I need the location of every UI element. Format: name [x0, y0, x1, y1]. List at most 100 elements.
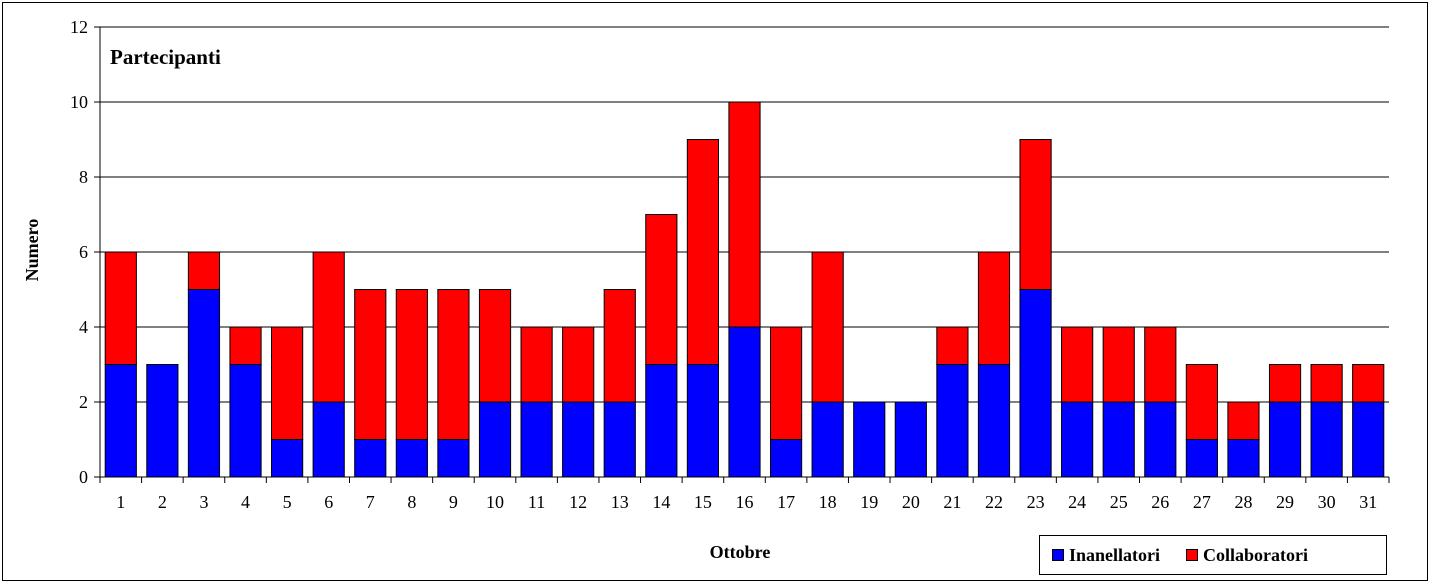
- bar-collaboratori-31: [1352, 364, 1385, 403]
- y-tick-label-10: 10: [70, 92, 88, 112]
- legend-swatch-collaboratori: [1186, 549, 1199, 561]
- bar-inanellatori-10: [478, 401, 512, 478]
- bar-inanellatori-27: [1185, 439, 1218, 478]
- bar-collaboratori-14: [645, 214, 678, 365]
- bar-inanellatori-23: [1019, 289, 1052, 478]
- x-tick-label-18: 18: [819, 492, 837, 512]
- x-tick-label-5: 5: [283, 492, 292, 512]
- bar-collaboratori-16: [728, 101, 761, 328]
- y-tick-label-6: 6: [79, 242, 88, 262]
- x-tick-label-26: 26: [1151, 492, 1169, 512]
- bar-inanellatori-4: [229, 364, 262, 478]
- x-tick-label-14: 14: [652, 492, 670, 512]
- bar-inanellatori-2: [146, 364, 179, 478]
- bar-collaboratori-21: [936, 326, 969, 365]
- y-tick-label-4: 4: [79, 317, 88, 337]
- bar-inanellatori-19: [853, 401, 886, 478]
- bar-collaboratori-25: [1102, 326, 1135, 403]
- bar-inanellatori-20: [894, 401, 927, 478]
- bar-collaboratori-9: [437, 289, 470, 440]
- bar-collaboratori-11: [520, 326, 553, 403]
- bar-inanellatori-25: [1102, 401, 1135, 478]
- y-tick-label-12: 12: [70, 17, 88, 37]
- bar-inanellatori-24: [1061, 401, 1094, 478]
- x-tick-label-9: 9: [449, 492, 458, 512]
- bar-collaboratori-18: [811, 251, 844, 403]
- y-axis-label: Numero: [22, 219, 42, 282]
- bar-inanellatori-18: [811, 401, 844, 478]
- bar-inanellatori-13: [603, 401, 636, 478]
- x-tick-label-12: 12: [569, 492, 587, 512]
- bar-collaboratori-26: [1144, 326, 1177, 403]
- x-tick-label-10: 10: [486, 492, 504, 512]
- legend-label-collaboratori: Collaboratori: [1203, 544, 1309, 565]
- bar-inanellatori-5: [271, 439, 304, 478]
- bar-inanellatori-21: [936, 364, 969, 478]
- x-tick-label-6: 6: [324, 492, 333, 512]
- bar-collaboratori-17: [769, 326, 803, 440]
- x-tick-label-27: 27: [1193, 492, 1211, 512]
- legend-swatch-inanellatori: [1052, 549, 1064, 561]
- y-tick-label-0: 0: [79, 467, 88, 487]
- x-tick-label-4: 4: [241, 492, 250, 512]
- bar-collaboratori-22: [977, 251, 1011, 365]
- x-tick-label-21: 21: [943, 492, 961, 512]
- bar-inanellatori-26: [1144, 401, 1177, 478]
- bar-inanellatori-8: [395, 439, 428, 478]
- bar-collaboratori-12: [562, 326, 595, 403]
- x-tick-label-1: 1: [116, 492, 125, 512]
- bar-inanellatori-11: [520, 401, 553, 478]
- bar-inanellatori-30: [1310, 401, 1343, 478]
- x-tick-label-11: 11: [528, 492, 545, 512]
- x-tick-label-16: 16: [736, 492, 754, 512]
- bar-inanellatori-1: [104, 364, 137, 478]
- bar-collaboratori-29: [1268, 364, 1302, 403]
- bar-inanellatori-28: [1227, 439, 1260, 478]
- bars: [104, 101, 1385, 478]
- bar-collaboratori-15: [686, 139, 720, 365]
- bar-collaboratori-30: [1310, 364, 1343, 403]
- bar-collaboratori-5: [271, 326, 304, 440]
- x-tick-label-30: 30: [1318, 492, 1336, 512]
- bar-inanellatori-29: [1268, 401, 1302, 478]
- bar-collaboratori-3: [187, 251, 221, 290]
- legend-label-inanellatori: Inanellatori: [1069, 544, 1161, 565]
- bar-inanellatori-3: [187, 289, 221, 478]
- bar-collaboratori-1: [104, 251, 137, 365]
- axes: [94, 26, 1390, 483]
- x-tick-label-8: 8: [407, 492, 416, 512]
- bar-collaboratori-27: [1185, 364, 1218, 440]
- bar-collaboratori-24: [1061, 326, 1094, 403]
- x-tick-label-22: 22: [985, 492, 1003, 512]
- bar-collaboratori-6: [312, 251, 345, 403]
- bar-collaboratori-28: [1227, 401, 1260, 440]
- x-tick-label-23: 23: [1027, 492, 1045, 512]
- bar-inanellatori-12: [562, 401, 595, 478]
- x-tick-label-29: 29: [1276, 492, 1294, 512]
- y-tick-label-2: 2: [79, 392, 88, 412]
- x-tick-label-20: 20: [902, 492, 920, 512]
- x-axis-label: Ottobre: [710, 542, 771, 562]
- chart-title: Partecipanti: [110, 45, 221, 69]
- bar-collaboratori-4: [229, 326, 262, 365]
- bar-inanellatori-14: [645, 364, 678, 478]
- x-tick-label-2: 2: [158, 492, 167, 512]
- bar-inanellatori-16: [728, 326, 761, 478]
- x-tick-label-15: 15: [694, 492, 712, 512]
- bar-collaboratori-8: [395, 289, 428, 440]
- bar-collaboratori-23: [1019, 139, 1052, 290]
- bar-inanellatori-7: [354, 439, 387, 478]
- legend: Inanellatori Collaboratori: [1039, 535, 1387, 575]
- legend-item-inanellatori: Inanellatori: [1052, 545, 1160, 566]
- x-tick-label-17: 17: [777, 492, 795, 512]
- legend-item-collaboratori: Collaboratori: [1186, 545, 1308, 566]
- bar-inanellatori-17: [769, 439, 803, 478]
- bar-collaboratori-13: [603, 289, 636, 403]
- x-tick-label-3: 3: [199, 492, 208, 512]
- x-tick-label-25: 25: [1110, 492, 1128, 512]
- x-tick-label-13: 13: [611, 492, 629, 512]
- x-tick-label-19: 19: [860, 492, 878, 512]
- bar-collaboratori-7: [354, 289, 387, 440]
